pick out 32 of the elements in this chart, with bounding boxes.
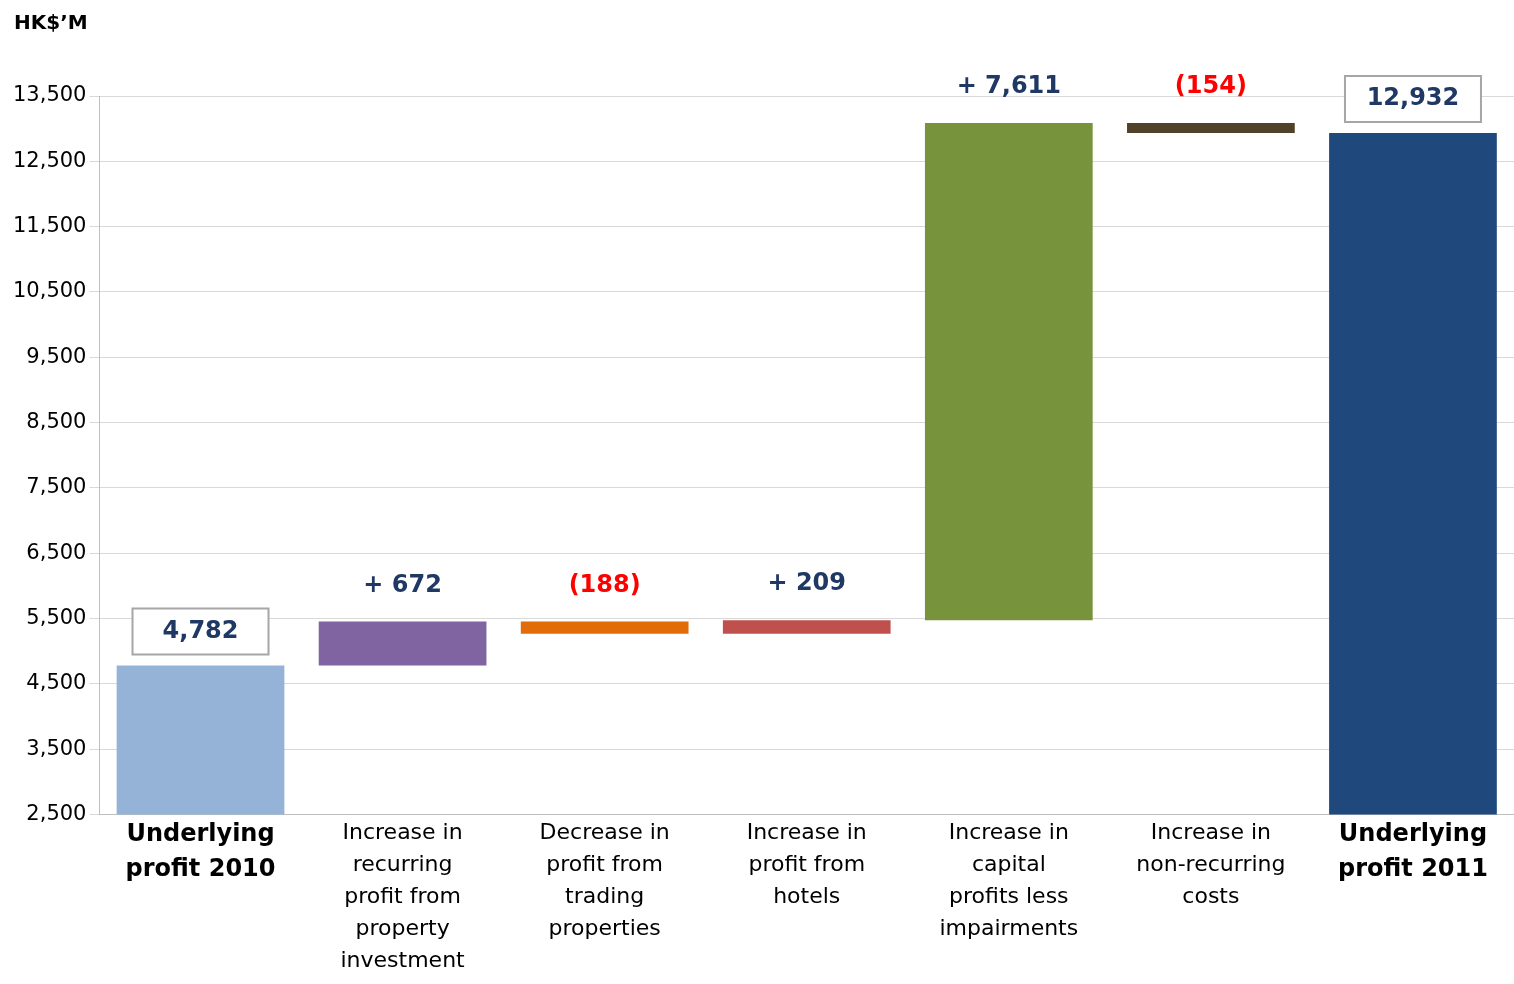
x-tick-label: Underlying profit 2011 <box>1338 819 1488 882</box>
y-tick-label: 6,500 <box>26 539 87 564</box>
y-tick-label: 10,500 <box>13 278 87 303</box>
y-tick-label: 8,500 <box>26 409 87 434</box>
y-axis-title: HK$’M <box>14 10 88 35</box>
y-tick-label: 12,500 <box>13 147 87 172</box>
y-tick-label: 7,500 <box>26 474 87 499</box>
bar <box>924 123 1093 621</box>
bar <box>520 621 689 634</box>
x-tick-label: Increase in non-recurring costs <box>1136 819 1286 908</box>
data-label: + 209 <box>767 568 847 597</box>
data-label: + 7,611 <box>956 71 1062 100</box>
y-tick-label: 13,500 <box>13 82 87 107</box>
x-tick-label: Underlying profit 2010 <box>125 819 276 882</box>
y-tick-label: 9,500 <box>26 343 87 368</box>
x-tick-label: Increase in capital profits less impairments <box>939 819 1079 940</box>
data-label: 4,782 <box>162 615 239 644</box>
y-tick-label: 3,500 <box>26 735 87 760</box>
bar <box>318 621 487 666</box>
bar <box>1127 123 1295 134</box>
y-tick-label: 2,500 <box>26 800 87 825</box>
data-label: (188) <box>568 569 641 598</box>
data-label: (154) <box>1174 71 1247 100</box>
data-label: 12,932 <box>1366 83 1460 112</box>
y-tick-label: 4,500 <box>26 670 87 695</box>
x-tick-label: Increase in profit from hotels <box>746 819 867 908</box>
x-tick-label: Increase in recurring profit from property investment <box>340 819 466 972</box>
x-tick-label: Decrease in profit from trading properties <box>539 819 670 940</box>
y-tick-label: 11,500 <box>13 213 87 238</box>
y-tick-label: 5,500 <box>26 605 87 629</box>
data-label: + 672 <box>363 569 442 598</box>
bar <box>722 620 891 634</box>
